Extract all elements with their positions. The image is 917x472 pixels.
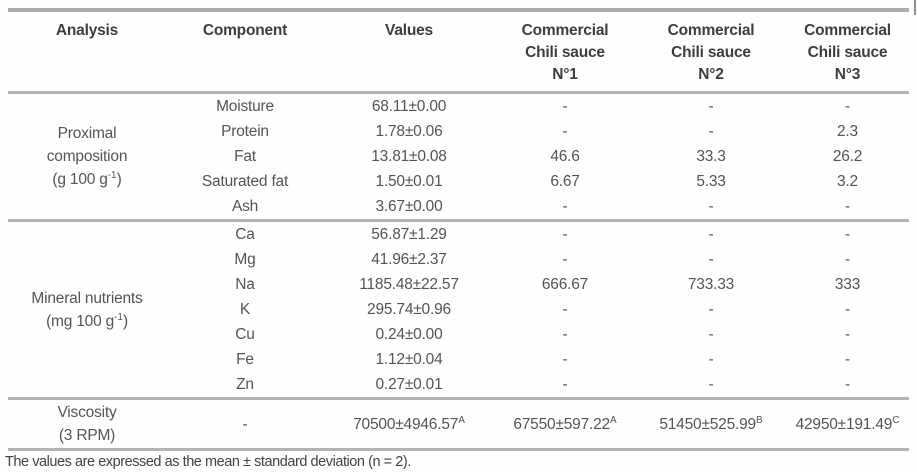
values-cell: 0.24±0.00: [375, 326, 443, 343]
sauce-3-cell: -: [845, 326, 850, 343]
component-cell: Saturated fat: [201, 173, 289, 190]
unit-exponent: -1: [107, 169, 117, 181]
component-cell: K: [239, 301, 251, 318]
table-header-row: Analysis Component Values Commercial Chi…: [8, 10, 909, 94]
sauce-2-cell: -: [708, 123, 714, 140]
component-cell: Ca: [166, 219, 324, 247]
component-cell: Mg: [234, 251, 256, 268]
scan-artifact: [914, 0, 916, 15]
component-cell: Protein: [221, 123, 269, 140]
table-row: Zn 0.27±0.01 - - -: [8, 372, 909, 399]
sauce-2-cell: -: [708, 198, 714, 215]
analysis-group-label: Mineral nutrients (mg 100 g-1): [8, 219, 166, 399]
sauce-1-cell: -: [562, 98, 568, 115]
sauce-2-cell: -: [708, 301, 714, 318]
table-row: Proximal composition (g 100 g-1) Moisture 68…: [8, 93, 909, 188]
sauce-2-cell: -: [708, 251, 714, 268]
col-header-sauce-1: Commercial Chili sauce N°1: [494, 10, 636, 94]
table-row: K 295.74±0.96 - - -: [8, 297, 909, 322]
sauce-2-cell: 51450±525.99B: [636, 397, 786, 450]
sauce-1-cell: -: [562, 301, 568, 318]
values-cell: 41.96±2.37: [371, 251, 447, 268]
sauce-2-cell: 33.3: [696, 148, 726, 165]
values-cell: 3.67±0.00: [375, 198, 443, 215]
sauce-1-cell: -: [494, 219, 636, 247]
table-row: Fat 13.81±0.08 46.6 33.3 26.2: [8, 144, 909, 169]
sauce-3-cell: 42950±191.49C: [786, 397, 909, 450]
sauce-3-cell: 26.2: [832, 148, 863, 165]
col-header-sauce-3: Commercial Chili sauce N°3: [786, 10, 909, 94]
component-cell: -: [166, 397, 324, 450]
analysis-group-label: Proximal composition (g 100 g-1): [46, 125, 128, 188]
sauce-2-cell: -: [708, 351, 714, 368]
sauce-1-cell: -: [562, 376, 568, 393]
component-cell: Fat: [234, 148, 256, 165]
significance-superscript: C: [892, 414, 900, 426]
sauce-3-cell: -: [845, 376, 850, 393]
values-cell: 56.87±1.29: [324, 219, 494, 247]
component-cell: Zn: [236, 376, 254, 393]
table-row: Viscosity (3 RPM) -70500±4946.57A 67550±597…: [8, 397, 909, 450]
table-row: Cu 0.24±0.00 - - -: [8, 322, 909, 347]
values-cell: 1185.48±22.57: [359, 276, 459, 293]
sauce-1-cell: -: [562, 251, 568, 268]
sauce-2-cell: -: [708, 98, 714, 115]
component-cell: Fe: [236, 351, 254, 368]
sauce-1-cell: 666.67: [541, 276, 589, 293]
table-body: Proximal composition (g 100 g-1) Moisture 68…: [8, 93, 909, 450]
col-header-component: Component: [166, 10, 324, 94]
sauce-3-cell: 2.3: [837, 123, 858, 140]
sauce-1-cell: 67550±597.22A: [494, 397, 636, 450]
table-row: Fe 1.12±0.04 - - -: [8, 347, 909, 372]
sauce-3-cell: 3.2: [837, 173, 858, 190]
sauce-2-cell: 733.33: [687, 276, 735, 293]
sauce-1-cell: -: [562, 326, 568, 343]
values-cell: 1.50±0.01: [375, 173, 443, 190]
component-cell: Na: [235, 276, 255, 293]
significance-superscript: B: [755, 414, 763, 426]
composition-table: Analysis Component Values Commercial Chi…: [8, 8, 909, 451]
component-cell: Ash: [231, 198, 259, 215]
table-row: Protein 1.78±0.06 - - 2.3: [8, 119, 909, 144]
table-row: Mineral nutrients (mg 100 g-1) Ca 56.87±1.2…: [8, 219, 909, 399]
unit-exponent: -1: [114, 311, 123, 323]
sauce-3-cell: -: [786, 219, 909, 247]
col-header-sauce-2: Commercial Chili sauce N°2: [636, 10, 786, 94]
sauce-2-cell: -: [708, 326, 714, 343]
sauce-3-cell: -: [845, 351, 850, 368]
component-cell: Cu: [235, 326, 255, 343]
sauce-3-cell: -: [845, 251, 850, 268]
table-footnote: The values are expressed as the mean ± s…: [5, 454, 411, 470]
values-cell: 1.12±0.04: [375, 351, 443, 368]
sauce-2-cell: 5.33: [696, 173, 726, 190]
sauce-2-cell: -: [636, 219, 786, 247]
significance-superscript: A: [609, 414, 617, 426]
sauce-1-cell: -: [562, 351, 568, 368]
col-header-values: Values: [324, 10, 494, 94]
sauce-3-cell: 333: [834, 276, 861, 293]
sauce-1-cell: 46.6: [550, 148, 580, 165]
sauce-1-cell: 6.67: [550, 173, 580, 190]
significance-superscript: A: [458, 414, 465, 426]
values-cell: 0.27±0.01: [375, 376, 443, 393]
analysis-group-label: Viscosity (3 RPM): [8, 397, 166, 450]
values-cell: 1.78±0.06: [375, 123, 443, 140]
col-header-analysis: Analysis: [8, 10, 166, 94]
table-row: Saturated fat 1.50±0.01 6.67 5.33 3.2: [8, 169, 909, 194]
sauce-1-cell: -: [562, 198, 568, 215]
component-cell: Moisture: [216, 98, 274, 115]
values-cell: 13.81±0.08: [371, 148, 447, 165]
values-cell: 295.74±0.96: [367, 301, 451, 318]
table-row: Mg 41.96±2.37 - - -: [8, 247, 909, 272]
values-cell: 70500±4946.57A: [324, 397, 494, 450]
table-row: Na 1185.48±22.57 666.67 733.33 333: [8, 272, 909, 297]
sauce-3-cell: -: [845, 98, 850, 115]
sauce-1-cell: -: [562, 123, 568, 140]
sauce-3-cell: -: [845, 301, 850, 318]
sauce-3-cell: -: [845, 198, 850, 215]
table-row: Ash 3.67±0.00 - - -: [8, 194, 909, 221]
values-cell: 68.11±0.00: [371, 98, 447, 115]
sauce-2-cell: -: [708, 376, 714, 393]
